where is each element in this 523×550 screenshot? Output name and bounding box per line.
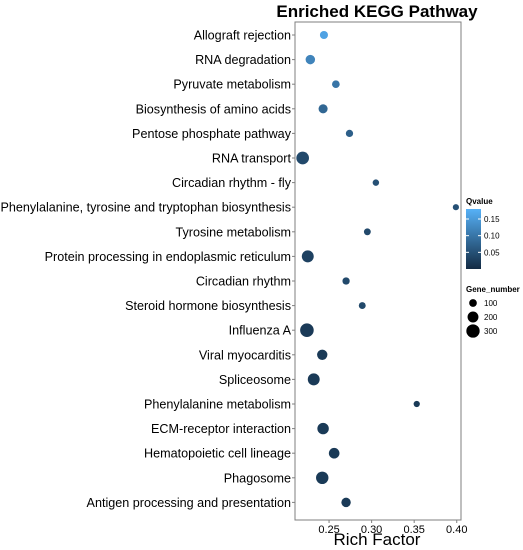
data-point	[332, 80, 340, 89]
y-tick-label: Allograft rejection	[194, 29, 291, 43]
data-point	[317, 422, 329, 435]
plot-panel	[294, 21, 462, 521]
y-tick-label: Protein processing in endoplasmic reticu…	[45, 250, 291, 264]
y-tick-label: Phagosome	[224, 471, 291, 485]
gene-number-legend-title: Gene_number	[466, 285, 520, 294]
y-tick-label: Circadian rhythm	[196, 275, 291, 289]
x-tick-label: 0.40	[446, 524, 467, 536]
data-point	[452, 204, 459, 211]
data-points	[296, 30, 459, 508]
y-tick-label: RNA transport	[212, 152, 292, 166]
y-tick-label: ECM-receptor interaction	[151, 422, 291, 436]
data-point	[341, 497, 351, 508]
y-tick-label: Hematopoietic cell lineage	[144, 447, 291, 461]
gene-number-legend-key	[467, 311, 479, 323]
y-tick-label: Viral myocarditis	[199, 348, 291, 362]
data-point	[413, 400, 420, 408]
y-axis-ticks	[292, 34, 295, 503]
gene-number-legend-key	[469, 299, 477, 307]
y-tick-label: Tyrosine metabolism	[176, 225, 291, 239]
y-tick-label: Influenza A	[229, 324, 292, 338]
gene-number-legend-label: 100	[484, 299, 498, 308]
x-tick-label: 0.25	[318, 524, 339, 536]
y-tick-label: Phenylalanine metabolism	[144, 398, 291, 412]
x-axis-label: Rich Factor	[334, 530, 421, 549]
data-point	[342, 277, 350, 285]
qvalue-legend-label: 0.10	[484, 232, 500, 241]
y-tick-label: Pentose phosphate pathway	[132, 127, 292, 141]
data-point	[316, 471, 329, 485]
qvalue-legend-label: 0.15	[484, 215, 500, 224]
y-tick-label: Spliceosome	[219, 373, 291, 387]
data-point	[300, 323, 314, 337]
y-tick-label: RNA degradation	[195, 53, 291, 67]
data-point	[328, 447, 340, 459]
qvalue-legend-label: 0.05	[484, 248, 500, 257]
qvalue-colorbar	[466, 209, 481, 269]
data-point	[345, 129, 354, 138]
data-point	[307, 373, 320, 386]
data-point	[358, 302, 366, 310]
data-point	[296, 151, 309, 165]
data-point	[318, 104, 328, 114]
x-tick-label: 0.30	[361, 524, 382, 536]
y-tick-label: Biosynthesis of amino acids	[136, 102, 291, 116]
data-point	[319, 30, 328, 40]
y-axis-labels: Allograft rejection RNA degradation Pyruva…	[0, 29, 291, 510]
gene-number-legend-label: 200	[484, 313, 498, 322]
data-point	[301, 250, 314, 263]
data-point	[372, 179, 380, 186]
gene-number-legend: Gene_number 100 200 300	[466, 285, 520, 338]
y-tick-label: Circadian rhythm - fly	[172, 176, 292, 190]
gene-number-legend-label: 300	[484, 327, 498, 336]
x-tick-label: 0.35	[403, 524, 424, 536]
qvalue-legend: Qvalue 0.15 0.10 0.05	[466, 197, 500, 269]
data-point	[305, 54, 316, 65]
qvalue-legend-title: Qvalue	[466, 197, 493, 206]
gene-number-legend-key	[466, 324, 480, 338]
data-point	[317, 349, 328, 360]
y-tick-label: Pyruvate metabolism	[173, 78, 291, 92]
x-axis: 0.25 0.30 0.35 0.40	[318, 520, 467, 536]
y-tick-label: Phenylalanine, tyrosine and tryptophan b…	[0, 201, 291, 215]
y-tick-label: Steroid hormone biosynthesis	[125, 299, 291, 313]
y-tick-label: Antigen processing and presentation	[87, 496, 291, 510]
data-point	[363, 228, 371, 236]
chart-title: Enriched KEGG Pathway	[276, 2, 478, 21]
